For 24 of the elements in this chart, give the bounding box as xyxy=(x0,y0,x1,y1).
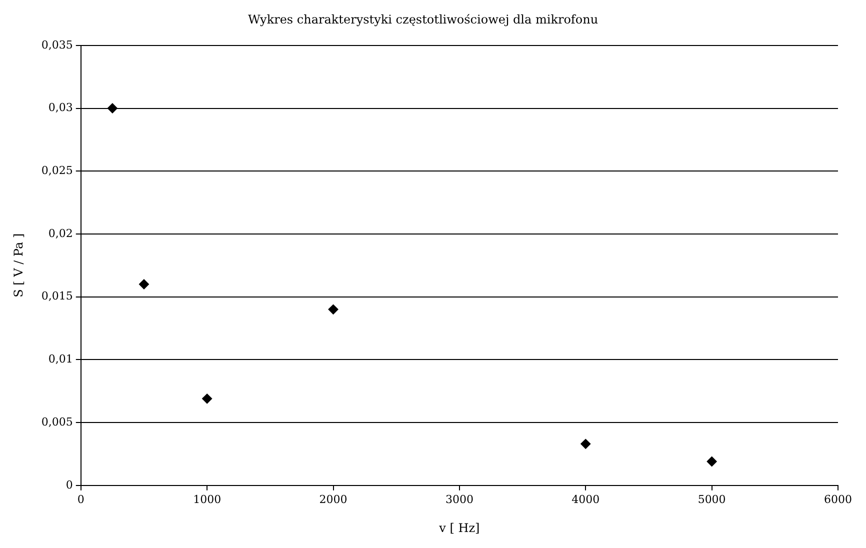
x-axis-title: v [ Hz] xyxy=(438,520,480,535)
x-tick-label: 0 xyxy=(77,492,84,506)
point xyxy=(328,304,338,314)
y-tick-label: 0,02 xyxy=(48,226,73,240)
y-tick-label: 0,005 xyxy=(41,415,73,428)
x-tick-label: 5000 xyxy=(698,492,726,506)
y-axis-title: S [ V / Pa ] xyxy=(11,233,26,298)
point xyxy=(107,103,118,114)
point xyxy=(706,456,717,467)
x-tick-label: 4000 xyxy=(572,492,600,506)
y-tick-label: 0,025 xyxy=(41,164,73,177)
point xyxy=(202,394,212,404)
x-tick-label: 3000 xyxy=(445,492,474,506)
point xyxy=(138,279,149,290)
y-tick-label: 0,01 xyxy=(48,352,73,366)
y-tick-label: 0,03 xyxy=(48,101,73,114)
x-tick-label: 2000 xyxy=(319,492,348,506)
y-tick-label: 0,015 xyxy=(41,290,73,303)
y-tick-label: 0,035 xyxy=(41,38,73,52)
x-tick-label: 1000 xyxy=(193,492,222,506)
point xyxy=(580,438,591,449)
y-tick-label: 0 xyxy=(66,478,73,492)
chart-title: Wykres charakterystyki częstotliwościowej dla mikrofonu xyxy=(248,12,598,26)
x-tick-label: 6000 xyxy=(824,492,852,506)
